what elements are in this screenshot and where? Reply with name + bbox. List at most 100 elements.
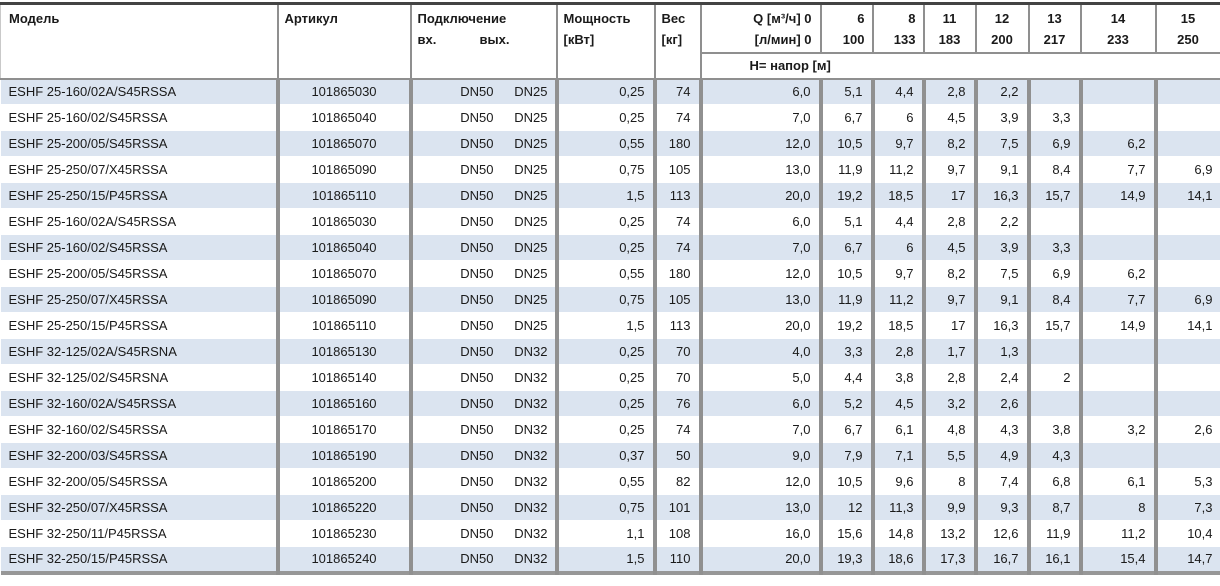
- cell-head-q13: 11,9: [1028, 520, 1083, 547]
- cell-head-q6: 15,6: [820, 520, 875, 547]
- cell-head-q12: 4,9: [975, 442, 1031, 469]
- flow-m3h-label: Q [м³/ч] 0: [753, 11, 812, 26]
- cell-head-q0: 4,0: [700, 338, 823, 365]
- cell-conn-out: DN32: [500, 546, 559, 573]
- cell-head-q8: 11,2: [872, 156, 926, 183]
- cell-head-q8: 7,1: [872, 442, 926, 469]
- connection-label: Подключение: [417, 11, 507, 26]
- cell-head-q14: 14,9: [1080, 182, 1158, 209]
- conn-in-label: вх.: [417, 32, 437, 47]
- cell-weight: 180: [654, 260, 703, 287]
- cell-head-q6: 19,2: [820, 182, 875, 209]
- weight-label: Вес: [661, 11, 686, 26]
- q-value: 6: [857, 11, 865, 26]
- col-header-q13: 13 217: [1028, 3, 1082, 54]
- cell-head-q12: 7,5: [975, 130, 1031, 157]
- cell-article: 101865220: [277, 494, 413, 521]
- cell-head-q8: 9,7: [872, 130, 926, 157]
- cell-conn-out: DN32: [500, 442, 559, 469]
- table-row: ESHF 25-250/15/P45RSSA 101865110 DN50 DN…: [0, 312, 1220, 339]
- cell-article: 101865140: [277, 364, 413, 391]
- cell-head-q15: [1155, 208, 1220, 235]
- q-value: 12: [994, 11, 1010, 26]
- cell-model: ESHF 32-250/07/X45RSSA: [0, 494, 280, 521]
- cell-model: ESHF 32-250/15/P45RSSA: [0, 546, 280, 573]
- cell-head-q11: 13,2: [923, 520, 978, 547]
- cell-head-q12: 2,2: [975, 208, 1031, 235]
- cell-head-q14: 6,1: [1080, 468, 1158, 495]
- table-body: ESHF 25-160/02A/S45RSSA 101865030 DN50 D…: [0, 78, 1220, 573]
- cell-head-q11: 1,7: [923, 338, 978, 365]
- cell-article: 101865200: [277, 468, 413, 495]
- header-row-napor: H= напор [м]: [1, 52, 1220, 80]
- cell-conn-in: DN50: [410, 364, 501, 391]
- flow-lmin-label: [л/мин] 0: [754, 32, 812, 47]
- table-row: ESHF 25-160/02/S45RSSA 101865040 DN50 DN…: [0, 234, 1220, 261]
- cell-model: ESHF 25-250/15/P45RSSA: [0, 182, 280, 209]
- cell-head-q8: 11,2: [872, 286, 926, 313]
- cell-head-q0: 7,0: [700, 104, 823, 131]
- cell-weight: 105: [654, 156, 703, 183]
- cell-head-q8: 6: [872, 104, 926, 131]
- cell-head-q15: 2,6: [1155, 416, 1220, 443]
- cell-head-q6: 19,2: [820, 312, 875, 339]
- cell-head-q6: 10,5: [820, 468, 875, 495]
- cell-head-q11: 2,8: [923, 208, 978, 235]
- cell-head-q12: 2,2: [975, 78, 1031, 105]
- cell-head-q15: 14,1: [1155, 182, 1220, 209]
- cell-power: 1,5: [556, 546, 657, 573]
- power-unit-label: [кВт]: [563, 32, 595, 47]
- cell-head-q15: 5,3: [1155, 468, 1220, 495]
- cell-weight: 110: [654, 546, 703, 573]
- cell-power: 0,37: [556, 442, 657, 469]
- cell-head-q14: 6,2: [1080, 260, 1158, 287]
- cell-head-q13: 3,3: [1028, 104, 1083, 131]
- cell-head-q13: 4,3: [1028, 442, 1083, 469]
- cell-power: 0,25: [556, 338, 657, 365]
- cell-head-q15: [1155, 260, 1220, 287]
- cell-head-q0: 7,0: [700, 416, 823, 443]
- cell-article: 101865160: [277, 390, 413, 417]
- cell-head-q11: 17: [923, 182, 978, 209]
- cell-power: 0,25: [556, 78, 657, 105]
- cell-head-q14: 15,4: [1080, 546, 1158, 573]
- cell-head-q12: 12,6: [975, 520, 1031, 547]
- cell-head-q13: [1028, 208, 1083, 235]
- cell-head-q8: 6,1: [872, 416, 926, 443]
- cell-head-q0: 7,0: [700, 234, 823, 261]
- cell-head-q0: 6,0: [700, 390, 823, 417]
- cell-head-q8: 2,8: [872, 338, 926, 365]
- pump-spec-table: Модель Артикул Подключение вх. вых. Мощн…: [0, 2, 1220, 575]
- cell-head-q15: 6,9: [1155, 156, 1220, 183]
- cell-model: ESHF 25-160/02A/S45RSSA: [0, 208, 280, 235]
- cell-article: 101865030: [277, 208, 413, 235]
- cell-conn-in: DN50: [410, 312, 501, 339]
- cell-conn-out: DN32: [500, 494, 559, 521]
- cell-head-q8: 6: [872, 234, 926, 261]
- lmin-value: 100: [842, 32, 865, 47]
- power-label: Мощность: [563, 11, 631, 26]
- cell-head-q0: 20,0: [700, 312, 823, 339]
- table-row: ESHF 32-125/02A/S45RSNA 101865130 DN50 D…: [0, 338, 1220, 365]
- col-header-q6: 6 100: [820, 3, 874, 54]
- cell-head-q0: 20,0: [700, 546, 823, 573]
- cell-head-q14: [1080, 338, 1158, 365]
- cell-article: 101865130: [277, 338, 413, 365]
- cell-head-q14: 14,9: [1080, 312, 1158, 339]
- cell-head-q13: 3,8: [1028, 416, 1083, 443]
- cell-article: 101865090: [277, 286, 413, 313]
- cell-weight: 74: [654, 234, 703, 261]
- cell-conn-out: DN25: [500, 78, 559, 105]
- cell-weight: 70: [654, 338, 703, 365]
- cell-conn-out: DN25: [500, 260, 559, 287]
- col-header-model-label: Модель: [9, 11, 60, 26]
- col-header-article: Артикул: [277, 3, 412, 80]
- cell-head-q13: 15,7: [1028, 312, 1083, 339]
- cell-head-q8: 3,8: [872, 364, 926, 391]
- cell-conn-out: DN32: [500, 520, 559, 547]
- cell-head-q12: 2,6: [975, 390, 1031, 417]
- cell-weight: 113: [654, 182, 703, 209]
- cell-model: ESHF 25-250/07/X45RSSA: [0, 156, 280, 183]
- cell-head-q0: 12,0: [700, 260, 823, 287]
- table-row: ESHF 25-160/02/S45RSSA 101865040 DN50 DN…: [0, 104, 1220, 131]
